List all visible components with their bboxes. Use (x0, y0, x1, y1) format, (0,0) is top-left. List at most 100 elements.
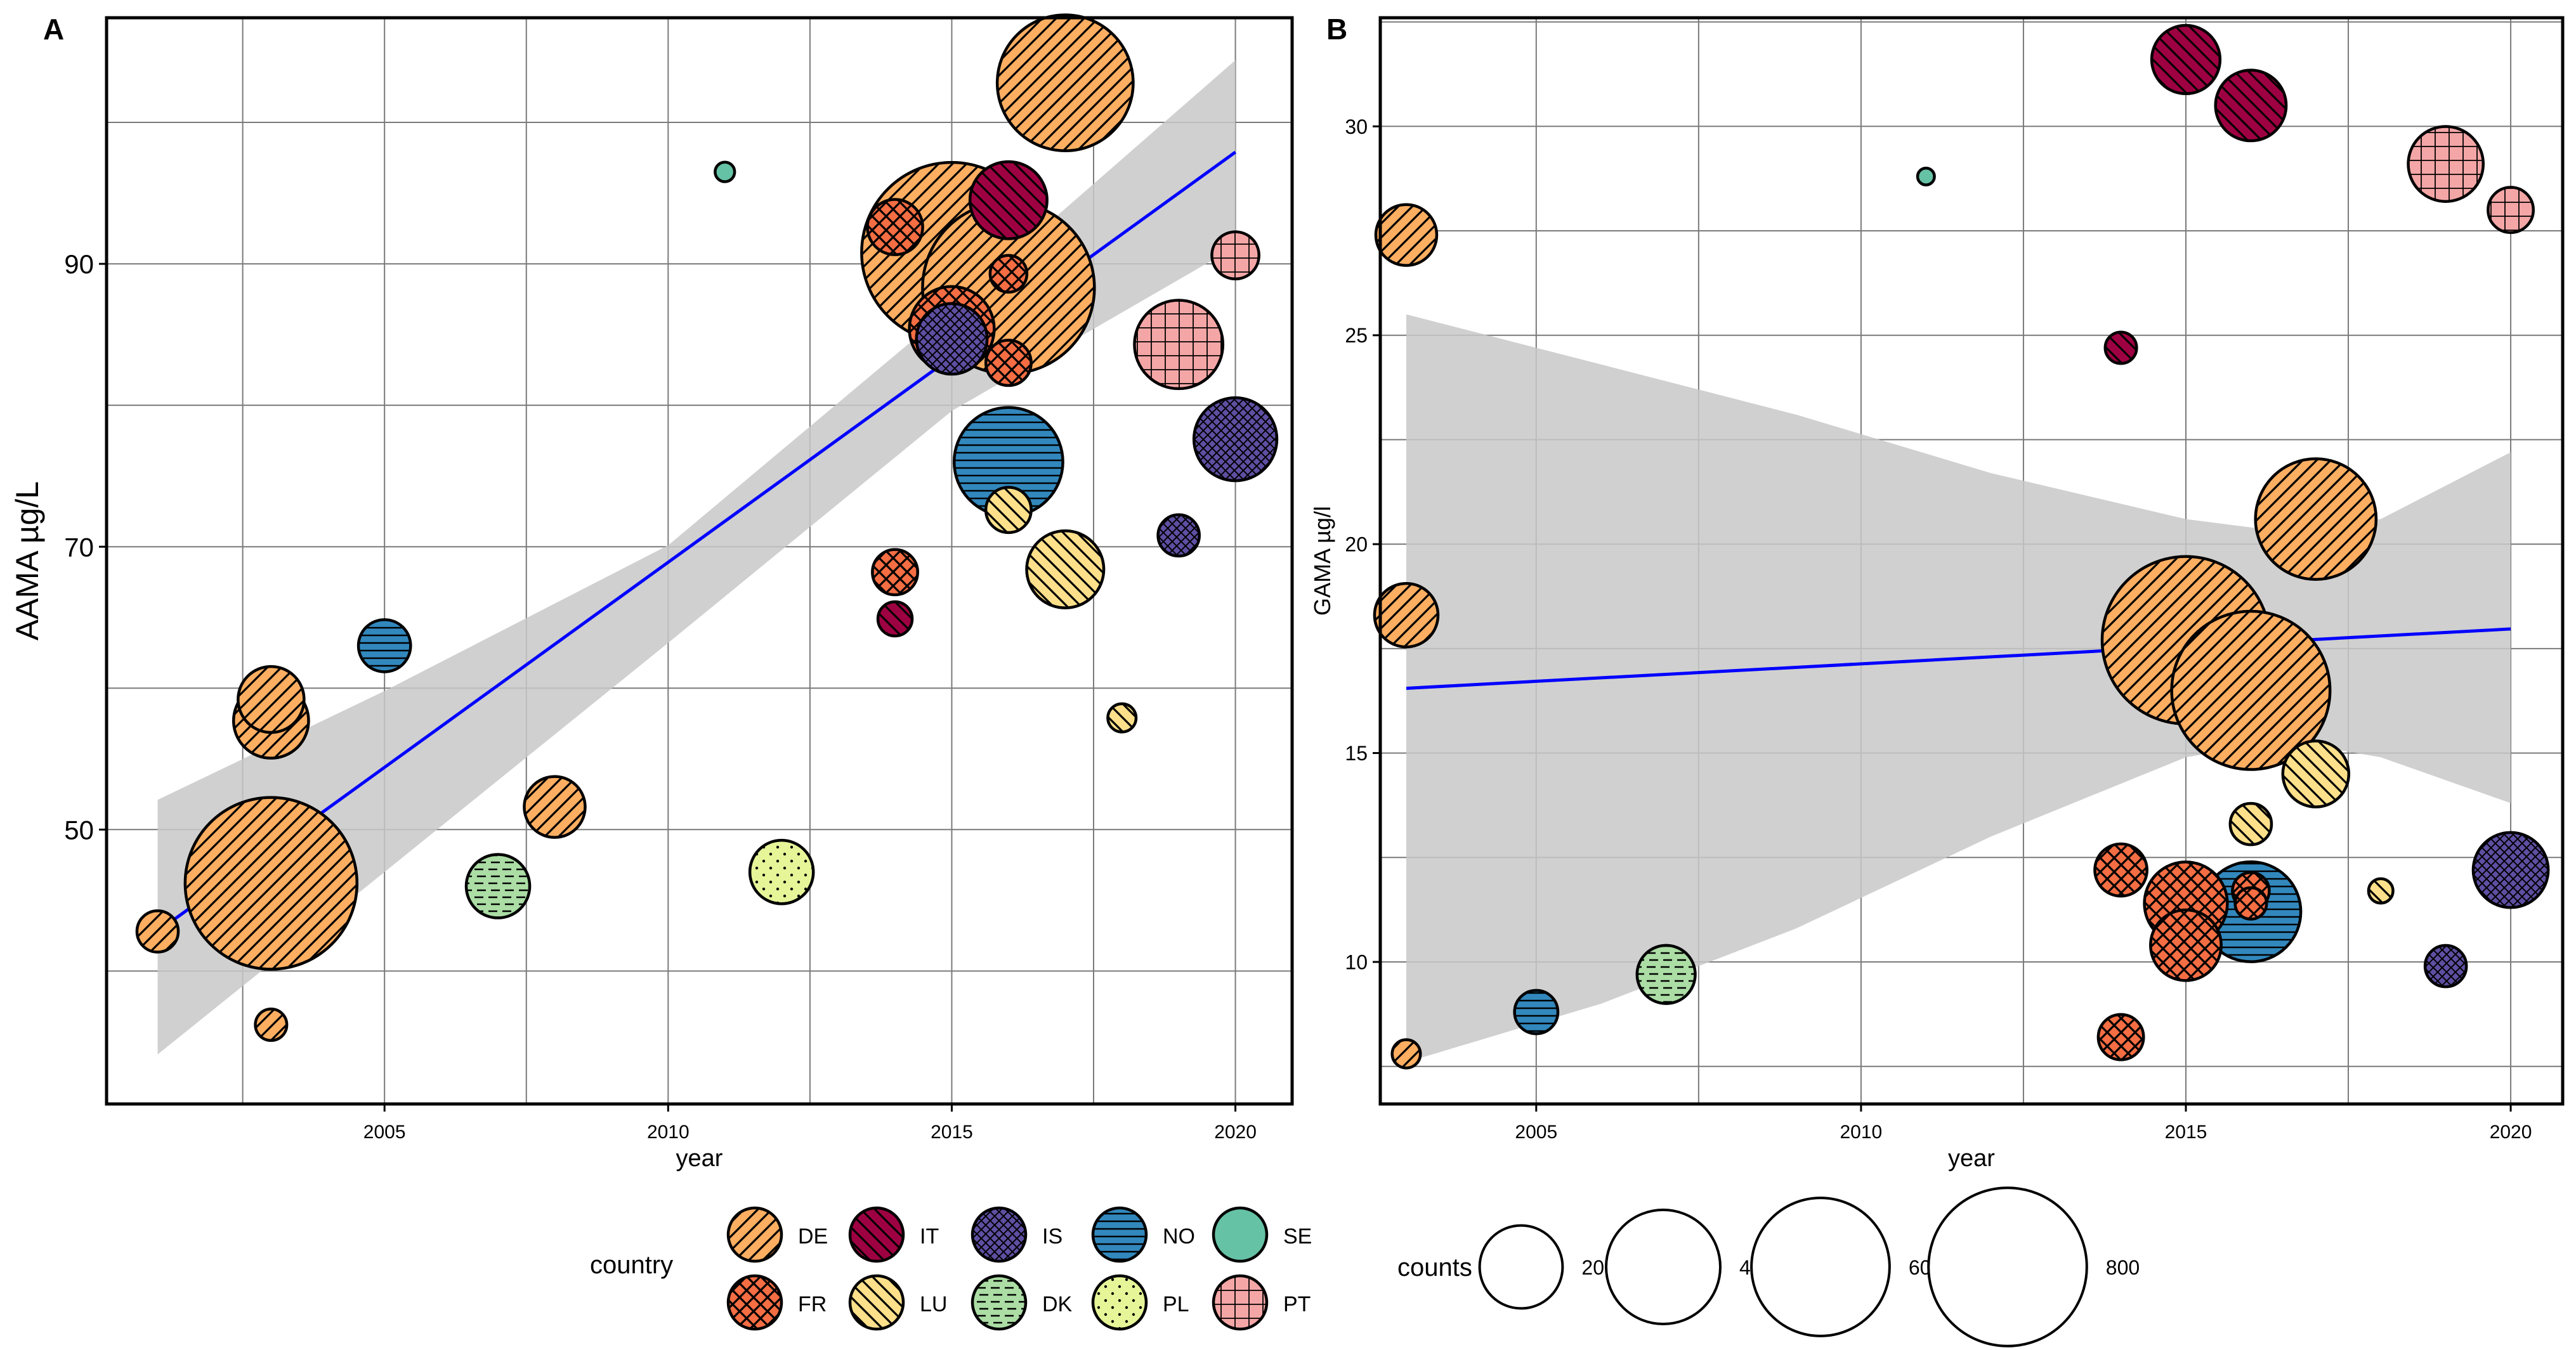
legend-label-no: NO (1163, 1224, 1195, 1249)
data-point-se (1916, 166, 1936, 186)
data-point-dk (1635, 944, 1697, 1005)
x-tick-label: 2010 (1840, 1122, 1883, 1143)
data-point-pt (2487, 186, 2535, 235)
data-point-se (714, 160, 736, 183)
legend-label-de: DE (798, 1224, 828, 1249)
x-tick-label: 2015 (931, 1122, 973, 1143)
y-tick-label: 10 (1345, 951, 1368, 974)
legend-label-it: IT (920, 1224, 939, 1249)
legend-label-pt: PT (1283, 1292, 1311, 1316)
size-legend-circle (1478, 1224, 1564, 1310)
data-point-lu (2281, 739, 2351, 808)
legend-item-de: DE (726, 1206, 828, 1263)
x-tick-label: 2010 (647, 1122, 690, 1143)
legend: country DE IT IS NO SE FR LU DK PL PT counts2004006… (590, 1186, 2140, 1347)
data-point-fr (2096, 1013, 2145, 1061)
y-axis-title: GAMA µg/l (1309, 506, 1335, 616)
data-point-is (2471, 831, 2550, 909)
y-tick-label: 15 (1345, 742, 1368, 765)
data-point-is (915, 302, 989, 376)
data-point-pl (748, 838, 815, 905)
counts-legend-title: counts (1397, 1254, 1472, 1282)
confidence-band (1406, 314, 2511, 1063)
data-point-it (876, 600, 914, 638)
data-point-de (1390, 1038, 1422, 1070)
data-point-it (2150, 23, 2222, 96)
regression-line (1406, 627, 2511, 690)
panel-frame (1378, 16, 2565, 1106)
size-legend-circle (1927, 1186, 2088, 1347)
x-tick-label: 2020 (1214, 1122, 1257, 1143)
legend-item-lu: LU (848, 1274, 947, 1331)
data-point-is (2423, 944, 2468, 989)
data-point-de (237, 665, 306, 734)
data-point-fr (2093, 842, 2148, 898)
size-legend-circle (1750, 1197, 1891, 1337)
x-axis-title: year (1948, 1145, 1995, 1172)
data-point-lu (984, 486, 1033, 535)
bubbles (135, 13, 1279, 1042)
data-point-de (1374, 203, 1439, 267)
legend-item-se: SE (1212, 1206, 1312, 1263)
legend-label-is: IS (1042, 1224, 1062, 1249)
data-point-fr (871, 548, 919, 597)
data-point-fr (866, 198, 924, 256)
legend-item-it: IT (848, 1206, 939, 1263)
x-tick-label: 2005 (363, 1122, 406, 1143)
x-tick-label: 2005 (1515, 1122, 1557, 1143)
x-tick-label: 2020 (2490, 1122, 2532, 1143)
legend-label-pl: PL (1163, 1292, 1189, 1316)
data-point-de (135, 909, 180, 954)
legend-label-dk: DK (1042, 1292, 1073, 1316)
data-point-de (183, 796, 359, 971)
legend-item-fr: FR (726, 1274, 827, 1331)
data-point-pt (1133, 299, 1225, 391)
data-point-no (356, 618, 412, 673)
data-point-de (2254, 457, 2378, 581)
legend-label-fr: FR (798, 1292, 827, 1316)
y-axis-title: AAMA µg/L (10, 481, 45, 640)
legend-swatch-pl (1091, 1274, 1148, 1331)
data-point-fr (2233, 886, 2268, 921)
data-point-pt (1210, 230, 1260, 281)
y-tick-label: 25 (1345, 324, 1368, 347)
data-point-fr (984, 339, 1033, 387)
legend-swatch-it (848, 1206, 905, 1263)
data-point-fr (988, 254, 1029, 294)
data-point-is (1192, 396, 1279, 483)
data-point-lu (2367, 877, 2395, 905)
data-point-de (254, 1008, 289, 1042)
data-point-de (1373, 581, 1440, 649)
x-axis-title: year (676, 1145, 723, 1172)
legend-swatch-is (971, 1206, 1028, 1263)
data-point-lu (1106, 702, 1138, 734)
legend-swatch-lu (848, 1274, 905, 1331)
data-point-de (523, 775, 587, 839)
size-legend-item: 600 (1750, 1197, 1942, 1337)
panel-letter: A (43, 13, 64, 46)
panel-letter: B (1326, 13, 1347, 46)
data-point-it (2103, 330, 2138, 365)
panel-b: 2005 2010 2015 2020 10 15 20 25 30 year GAMA µg/l B (1309, 13, 2565, 1172)
data-point-dk (464, 853, 532, 919)
legend-label-se: SE (1283, 1224, 1312, 1249)
country-legend-title: country (590, 1251, 673, 1279)
data-point-it (968, 160, 1049, 240)
data-point-lu (1025, 529, 1106, 609)
data-point-de (995, 13, 1135, 153)
size-legend-item: 400 (1605, 1209, 1773, 1325)
y-tick-label: 90 (64, 249, 94, 279)
data-point-no (1513, 989, 1560, 1035)
bubbles (1373, 23, 2550, 1070)
y-tick-label: 70 (64, 532, 94, 562)
legend-swatch-se (1212, 1206, 1269, 1263)
y-tick-label: 30 (1345, 115, 1368, 138)
data-point-it (2214, 68, 2288, 143)
legend-item-no: NO (1091, 1206, 1195, 1263)
legend-item-pl: PL (1091, 1274, 1189, 1331)
legend-swatch-no (1091, 1206, 1148, 1263)
data-point-de (2170, 609, 2332, 771)
size-legend-circle (1605, 1209, 1722, 1325)
data-point-fr (2149, 908, 2223, 982)
legend-swatch-de (726, 1206, 783, 1263)
